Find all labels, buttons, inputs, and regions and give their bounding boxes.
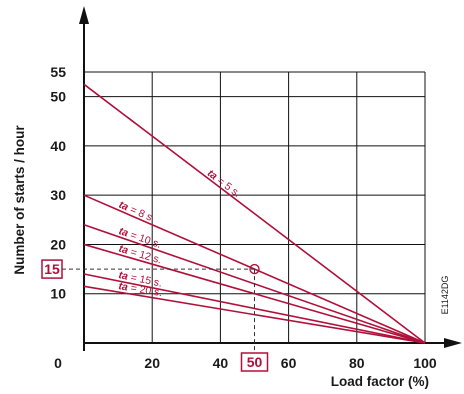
marked-point-circle — [249, 263, 260, 275]
series-label-prefix: ta — [118, 269, 130, 283]
x-tick-label-60: 60 — [281, 355, 297, 371]
series-label-prefix: ta — [118, 280, 129, 293]
y-tick-label-40: 40 — [50, 138, 66, 154]
series-label-prefix: ta — [117, 199, 130, 214]
series-label-suffix: = 5 s. — [212, 173, 242, 200]
series-label-prefix: ta — [117, 225, 130, 239]
series-line-5 — [83, 273, 426, 344]
highlight-y-box — [41, 259, 63, 279]
x-axis-arrow — [444, 338, 462, 348]
x-tick-label-0: 0 — [54, 355, 62, 371]
tick-labels: 10 20 30 40 50 55 0 20 40 60 80 100 — [50, 64, 436, 371]
series-line-1 — [83, 83, 426, 344]
highlight-x-label: 50 — [247, 354, 263, 370]
series-label-6: ta = 20 s. — [118, 280, 163, 299]
highlight-x-box — [240, 352, 269, 372]
highlight-y-label: 15 — [44, 261, 60, 277]
x-tick-label-20: 20 — [144, 355, 160, 371]
x-tick-label-80: 80 — [349, 355, 365, 371]
y-tick-label-20: 20 — [50, 236, 66, 252]
y-axis-arrow — [79, 6, 89, 24]
x-axis-title: Load factor (%) — [331, 374, 429, 389]
y-tick-label-30: 30 — [50, 187, 66, 203]
y-tick-label-55: 55 — [50, 64, 66, 80]
y-tick-label-10: 10 — [50, 286, 66, 302]
y-axis-title: Number of starts / hour — [12, 125, 27, 275]
axes — [79, 6, 462, 351]
series-label-suffix: = 20 s. — [127, 282, 163, 300]
y-tick-label-50: 50 — [50, 89, 66, 105]
series-label-prefix: ta — [117, 243, 129, 257]
x-tick-label-40: 40 — [213, 355, 229, 371]
x-tick-label-100: 100 — [413, 355, 437, 371]
reference-code: E1142DG — [440, 276, 450, 315]
series-label-2: ta = 8 s. — [117, 199, 157, 225]
